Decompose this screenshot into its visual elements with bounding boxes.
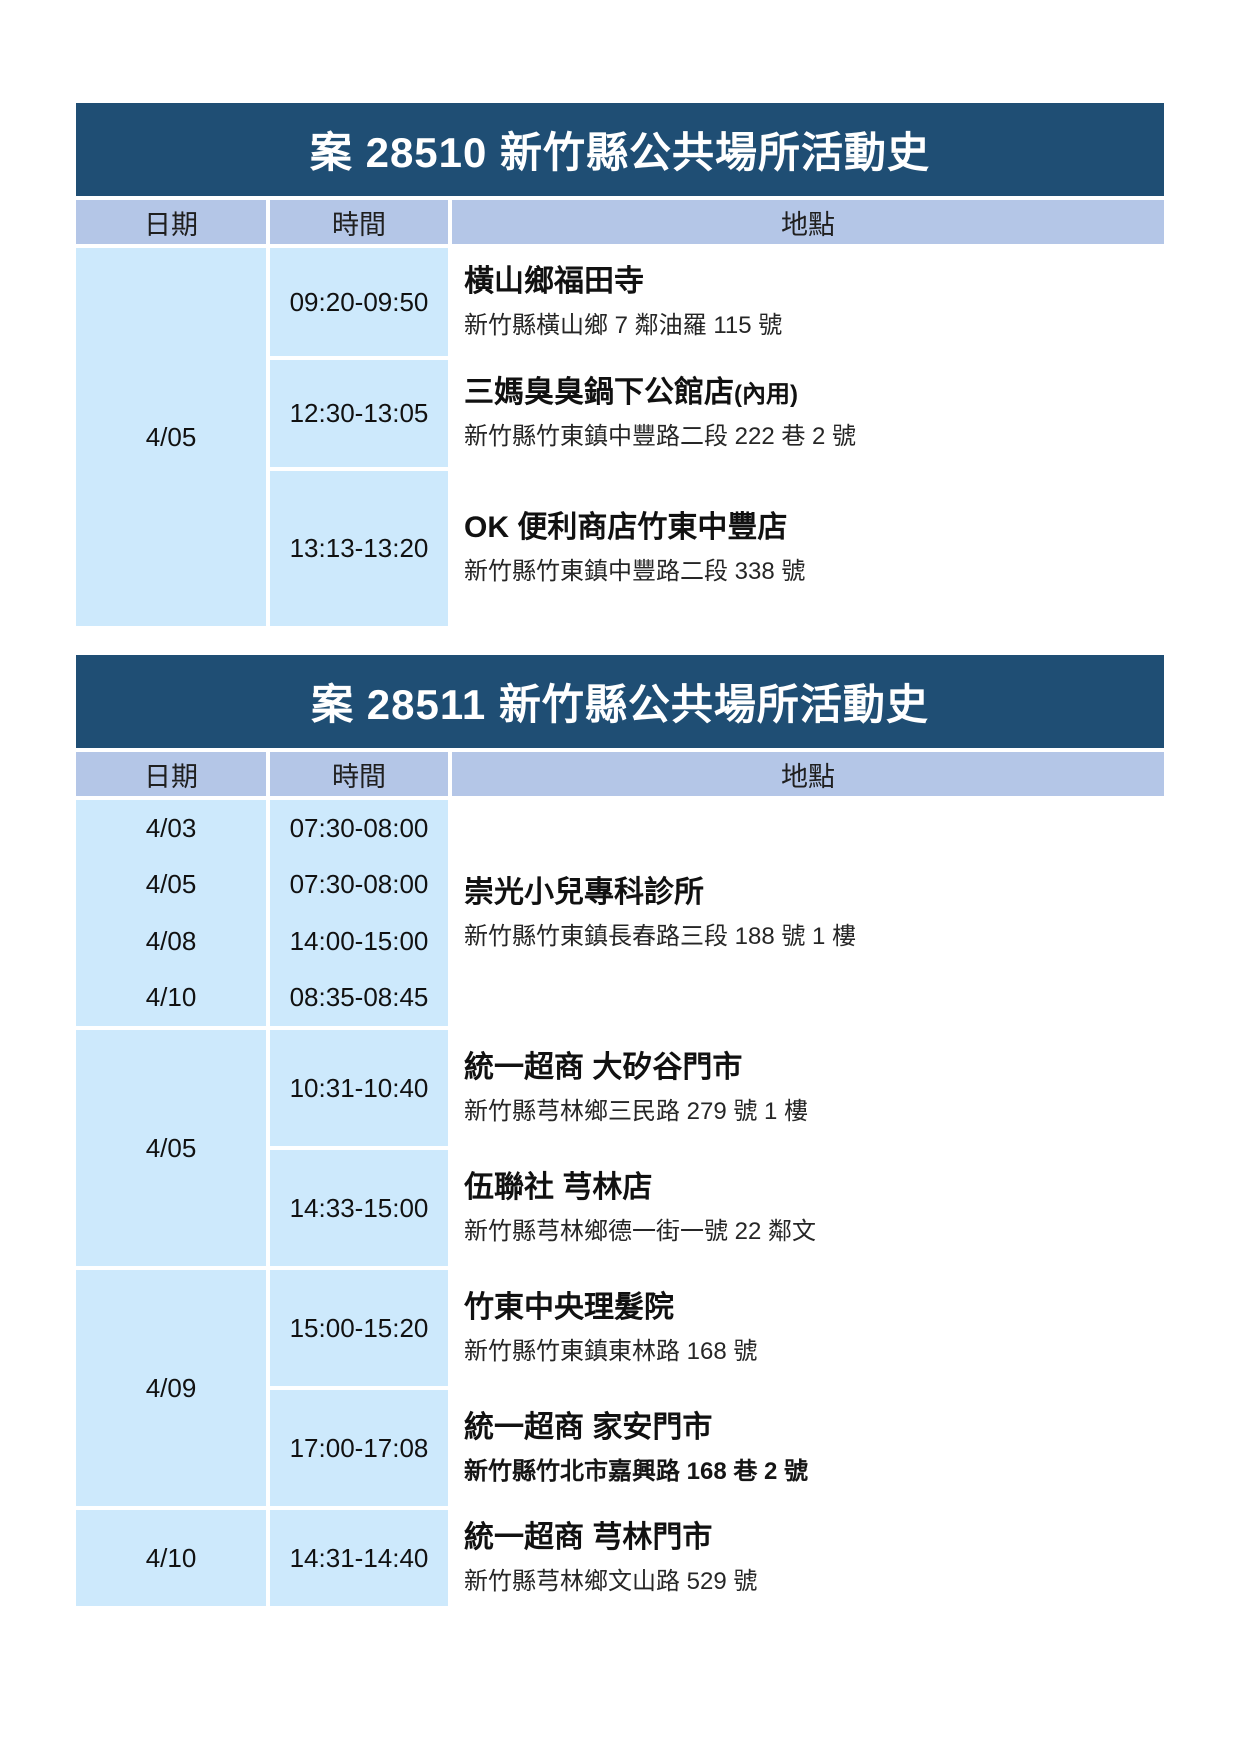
place-name: OK 便利商店竹東中豐店	[464, 511, 788, 545]
table-body: 4/05 09:20-09:50 橫山鄉福田寺 新竹縣橫山鄉 7 鄰油羅 115…	[76, 248, 1164, 626]
place-name: 竹東中央理髮院	[464, 1290, 674, 1324]
col-header-date: 日期	[76, 752, 266, 796]
date-line: 4/10	[145, 982, 197, 1013]
place-address: 新竹縣芎林鄉文山路 529 號	[464, 1567, 758, 1595]
activity-table-case-28511: 案 28511 新竹縣公共場所活動史 日期 時間 地點 4/03 4/05 4/…	[76, 655, 1164, 1606]
time-cell: 13:13-13:20	[270, 471, 448, 626]
case-title: 案 28510 新竹縣公共場所活動史	[76, 103, 1164, 196]
date-cell: 4/09	[76, 1270, 266, 1506]
place-address: 新竹縣芎林鄉德一街一號 22 鄰文	[464, 1217, 817, 1245]
time-line: 14:00-15:00	[289, 925, 429, 956]
page-sheet: 案 28510 新竹縣公共場所活動史 日期 時間 地點 4/05 09:20-0…	[76, 103, 1164, 1606]
col-header-time: 時間	[270, 200, 448, 244]
time-line: 07:30-08:00	[289, 812, 429, 843]
date-line: 4/08	[145, 925, 197, 956]
location-cell: 統一超商 芎林門市 新竹縣芎林鄉文山路 529 號	[452, 1510, 1164, 1606]
time-cell: 14:33-15:00	[270, 1150, 448, 1266]
location-cell: 伍聯社 芎林店 新竹縣芎林鄉德一街一號 22 鄰文	[452, 1150, 1164, 1266]
place-name: 三媽臭臭鍋下公館店(內用)	[464, 376, 1164, 409]
location-cell: OK 便利商店竹東中豐店 新竹縣竹東鎮中豐路二段 338 號	[452, 471, 1164, 626]
date-cell: 4/10	[76, 1510, 266, 1606]
place-name: 橫山鄉福田寺	[464, 264, 644, 298]
date-cell: 4/05	[76, 248, 266, 626]
time-cell-multi: 07:30-08:00 07:30-08:00 14:00-15:00 08:3…	[270, 800, 448, 1026]
place-address: 新竹縣竹東鎮長春路三段 188 號 1 樓	[464, 922, 857, 950]
time-cell: 14:31-14:40	[270, 1510, 448, 1606]
date-line: 4/03	[145, 812, 197, 843]
place-name: 崇光小兒專科診所	[464, 875, 704, 909]
location-cell: 竹東中央理髮院 新竹縣竹東鎮東林路 168 號	[452, 1270, 1164, 1386]
place-name-text: 三媽臭臭鍋下公館店	[464, 376, 734, 410]
time-cell: 17:00-17:08	[270, 1390, 448, 1506]
location-cell: 橫山鄉福田寺 新竹縣橫山鄉 7 鄰油羅 115 號	[452, 248, 1164, 356]
place-address: 新竹縣竹東鎮中豐路二段 222 巷 2 號	[464, 423, 857, 451]
place-address: 新竹縣橫山鄉 7 鄰油羅 115 號	[464, 311, 783, 339]
activity-table-case-28510: 案 28510 新竹縣公共場所活動史 日期 時間 地點 4/05 09:20-0…	[76, 103, 1164, 626]
date-cell-multi: 4/03 4/05 4/08 4/10	[76, 800, 266, 1026]
place-address: 新竹縣竹東鎮中豐路二段 338 號	[464, 558, 806, 586]
table-spacer	[76, 626, 1164, 655]
location-cell: 崇光小兒專科診所 新竹縣竹東鎮長春路三段 188 號 1 樓	[452, 800, 1164, 1026]
case-title: 案 28511 新竹縣公共場所活動史	[76, 655, 1164, 748]
col-header-place: 地點	[452, 200, 1164, 244]
time-line: 08:35-08:45	[289, 982, 429, 1013]
location-cell: 統一超商 大矽谷門市 新竹縣芎林鄉三民路 279 號 1 樓	[452, 1030, 1164, 1146]
table-body: 4/03 4/05 4/08 4/10 07:30-08:00 07:30-08…	[76, 800, 1164, 1606]
time-line: 07:30-08:00	[289, 869, 429, 900]
date-cell: 4/05	[76, 1030, 266, 1266]
place-name: 伍聯社 芎林店	[464, 1170, 653, 1204]
col-header-date: 日期	[76, 200, 266, 244]
column-header-row: 日期 時間 地點	[76, 752, 1164, 796]
place-address: 新竹縣竹北市嘉興路 168 巷 2 號	[464, 1457, 809, 1485]
time-cell: 12:30-13:05	[270, 360, 448, 467]
time-cell: 15:00-15:20	[270, 1270, 448, 1386]
place-address: 新竹縣竹東鎮東林路 168 號	[464, 1337, 758, 1365]
col-header-place: 地點	[452, 752, 1164, 796]
place-address: 新竹縣芎林鄉三民路 279 號 1 樓	[464, 1097, 809, 1125]
date-line: 4/05	[145, 869, 197, 900]
location-cell: 統一超商 家安門市 新竹縣竹北市嘉興路 168 巷 2 號	[452, 1390, 1164, 1506]
column-header-row: 日期 時間 地點	[76, 200, 1164, 244]
place-name: 統一超商 家安門市	[464, 1410, 713, 1444]
col-header-time: 時間	[270, 752, 448, 796]
place-name: 統一超商 大矽谷門市	[464, 1050, 743, 1084]
time-cell: 10:31-10:40	[270, 1030, 448, 1146]
place-name-suffix: (內用)	[734, 381, 798, 409]
location-cell: 三媽臭臭鍋下公館店(內用) 新竹縣竹東鎮中豐路二段 222 巷 2 號	[452, 360, 1164, 467]
place-name: 統一超商 芎林門市	[464, 1520, 713, 1554]
time-cell: 09:20-09:50	[270, 248, 448, 356]
